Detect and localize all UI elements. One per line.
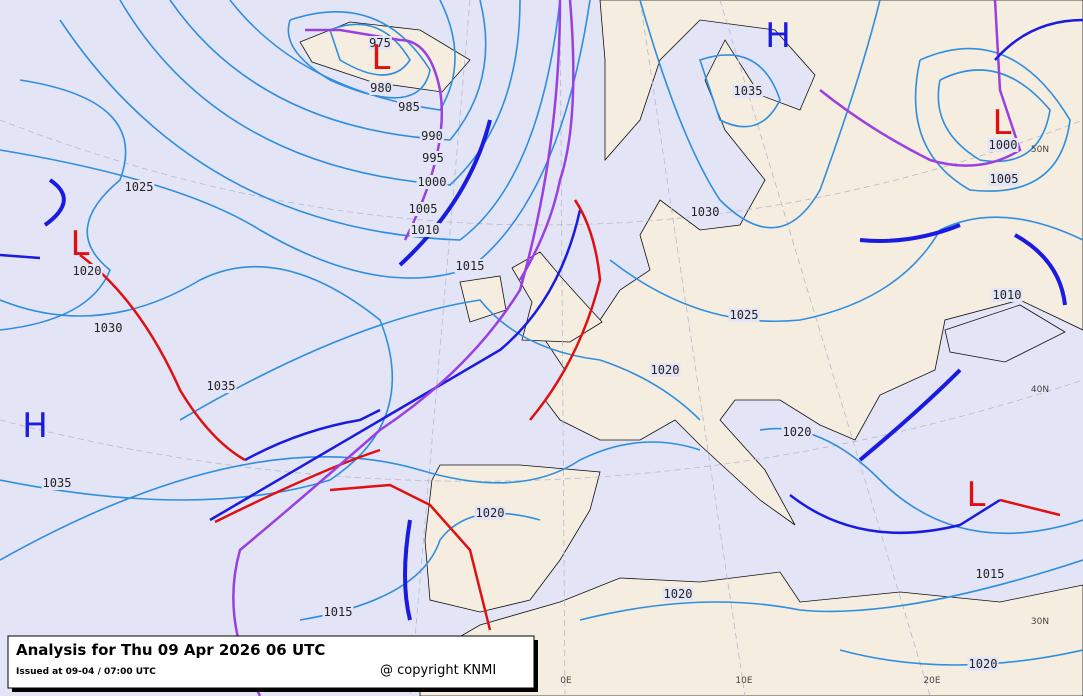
isobar-label: 995 — [422, 151, 444, 165]
label-bg — [322, 605, 354, 619]
label-bg — [409, 223, 441, 237]
label-bg — [41, 476, 73, 490]
pressure-center: L — [71, 224, 90, 264]
graticule-label: 10E — [735, 676, 752, 686]
isobar-label: 1035 — [207, 379, 236, 393]
label-bg — [123, 180, 155, 194]
isobar-label: 1000 — [989, 138, 1018, 152]
label-bg — [454, 259, 486, 273]
pressure-center: L — [993, 103, 1012, 143]
label-bg — [397, 100, 421, 114]
isobar-label: 980 — [370, 81, 392, 95]
isobar-label: 1025 — [730, 308, 759, 322]
label-bg — [416, 175, 448, 189]
isobar-label: 1020 — [73, 264, 102, 278]
label-bg — [967, 657, 999, 671]
isobar-label: 1000 — [418, 175, 447, 189]
isobar-label: 1035 — [734, 84, 763, 98]
isobar-label: 1010 — [411, 223, 440, 237]
isobar-label: 975 — [369, 36, 391, 50]
black-sea — [944, 304, 1066, 363]
label-bg — [689, 205, 721, 219]
isobar-label: 1005 — [409, 202, 438, 216]
label-bg — [92, 321, 124, 335]
isobar-label: 1015 — [324, 605, 353, 619]
label-bg — [369, 81, 393, 95]
isobar-label: 1020 — [651, 363, 680, 377]
graticule-label: 40N — [1031, 385, 1049, 395]
isobar-label: 1020 — [969, 657, 998, 671]
label-bg — [407, 202, 439, 216]
label-bg — [728, 308, 760, 322]
label-bg — [974, 567, 1006, 581]
title: Analysis for Thu 09 Apr 2026 06 UTC — [16, 641, 325, 659]
box — [7, 635, 535, 689]
isobars — [0, 0, 1083, 666]
graticule-label: 50N — [1031, 145, 1049, 155]
pressure-center: H — [22, 406, 48, 446]
isobar-label: 1020 — [664, 587, 693, 601]
label-bg — [649, 363, 681, 377]
pressure-center: L — [372, 38, 391, 78]
pressure-center: H — [765, 16, 791, 56]
isobar-label: 1030 — [94, 321, 123, 335]
isobar-label: 1015 — [976, 567, 1005, 581]
copyright: @ copyright KNMI — [380, 663, 496, 678]
label-bg — [988, 172, 1020, 186]
label-bg — [781, 425, 813, 439]
isobar-label: 1015 — [456, 259, 485, 273]
label-bg — [732, 84, 764, 98]
label-bg — [205, 379, 237, 393]
label-bg — [421, 151, 445, 165]
label-bg — [474, 506, 506, 520]
isobar-label: 1035 — [43, 476, 72, 490]
labels: 975 980 985 990 995 1000 1005 1010 1015 1025 1020 1… — [22, 16, 1049, 686]
graticule-label: 30N — [1031, 617, 1049, 627]
isobar-label: 1020 — [476, 506, 505, 520]
graticule-label: 0E — [560, 676, 572, 686]
pressure-center: L — [967, 475, 986, 515]
label-bg — [420, 129, 444, 143]
isobar-label: 1005 — [990, 172, 1019, 186]
isobar-label: 990 — [421, 129, 443, 143]
label-bg — [71, 264, 103, 278]
isobar-label: 1020 — [783, 425, 812, 439]
isobar-label: 1010 — [993, 288, 1022, 302]
label-bg — [368, 36, 392, 50]
label-bg — [662, 587, 694, 601]
isobar-label: 1030 — [691, 205, 720, 219]
graticule-label: 20E — [923, 676, 940, 686]
label-bg — [987, 138, 1019, 152]
issued: Issued at 09-04 / 07:00 UTC — [16, 667, 156, 677]
title-box: Analysis for Thu 09 Apr 2026 06 UTC Issu… — [7, 635, 538, 692]
isobar-label: 1025 — [125, 180, 154, 194]
label-bg — [991, 288, 1023, 302]
isobar-label: 985 — [398, 100, 420, 114]
